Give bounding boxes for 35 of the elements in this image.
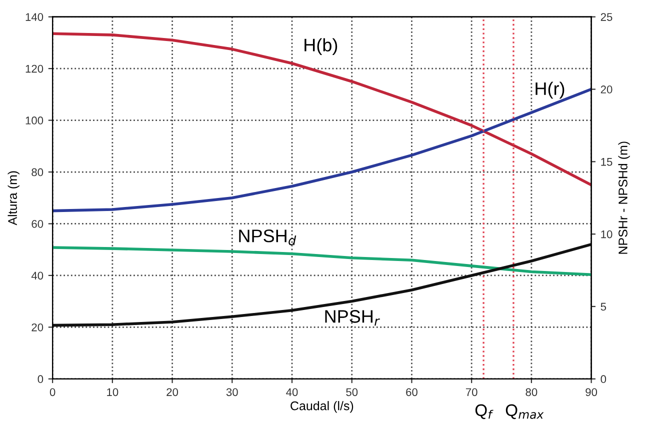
x-tick-label: 90 <box>586 388 598 396</box>
x-tick-label: 50 <box>346 388 358 396</box>
x-tick-label: 60 <box>406 388 418 396</box>
y-tick-label: 100 <box>26 116 44 124</box>
y-tick-label: 40 <box>31 272 44 280</box>
y-tick-label: 0 <box>38 375 44 384</box>
x-axis-title: Caudal (l/s) <box>290 401 354 413</box>
y2-tick-label: 5 <box>600 302 606 311</box>
series-label: NPSH$_{r}$ <box>325 310 380 326</box>
x-tick-label: 10 <box>107 388 118 396</box>
y-tick-label: 140 <box>26 13 44 21</box>
y2-axis-title: NPSHr - NPSHd (m) <box>618 142 630 254</box>
line-series <box>52 32 592 186</box>
y-tick-label: 20 <box>32 323 44 332</box>
series-label: H(b) <box>304 38 338 56</box>
ref-line-label: Q$_{max}$ <box>506 404 544 420</box>
y-tick-label: 80 <box>32 168 44 176</box>
y-tick-label: 60 <box>32 220 44 228</box>
y-tick-label: 120 <box>26 64 44 73</box>
y2-tick-label: 20 <box>600 86 612 94</box>
y2-tick-label: 25 <box>600 13 612 21</box>
series-label: NPSH$_{d}$ <box>239 230 296 246</box>
x-tick-label: 70 <box>466 388 478 396</box>
x-tick-label: 0 <box>50 388 56 396</box>
ref-line-label: Q$_{f}$ <box>475 404 494 420</box>
y2-tick-label: 15 <box>601 158 612 166</box>
x-tick-label: 80 <box>526 388 538 396</box>
x-tick-label: 20 <box>166 388 178 396</box>
y-axis-title: Altura (m) <box>8 171 20 226</box>
x-tick-label: 30 <box>226 388 238 396</box>
line-series <box>52 246 592 276</box>
y2-tick-label: 10 <box>601 230 612 238</box>
y2-tick-label: 0 <box>600 375 606 384</box>
x-tick-label: 40 <box>286 388 298 396</box>
series-label: H(r) <box>536 82 564 99</box>
